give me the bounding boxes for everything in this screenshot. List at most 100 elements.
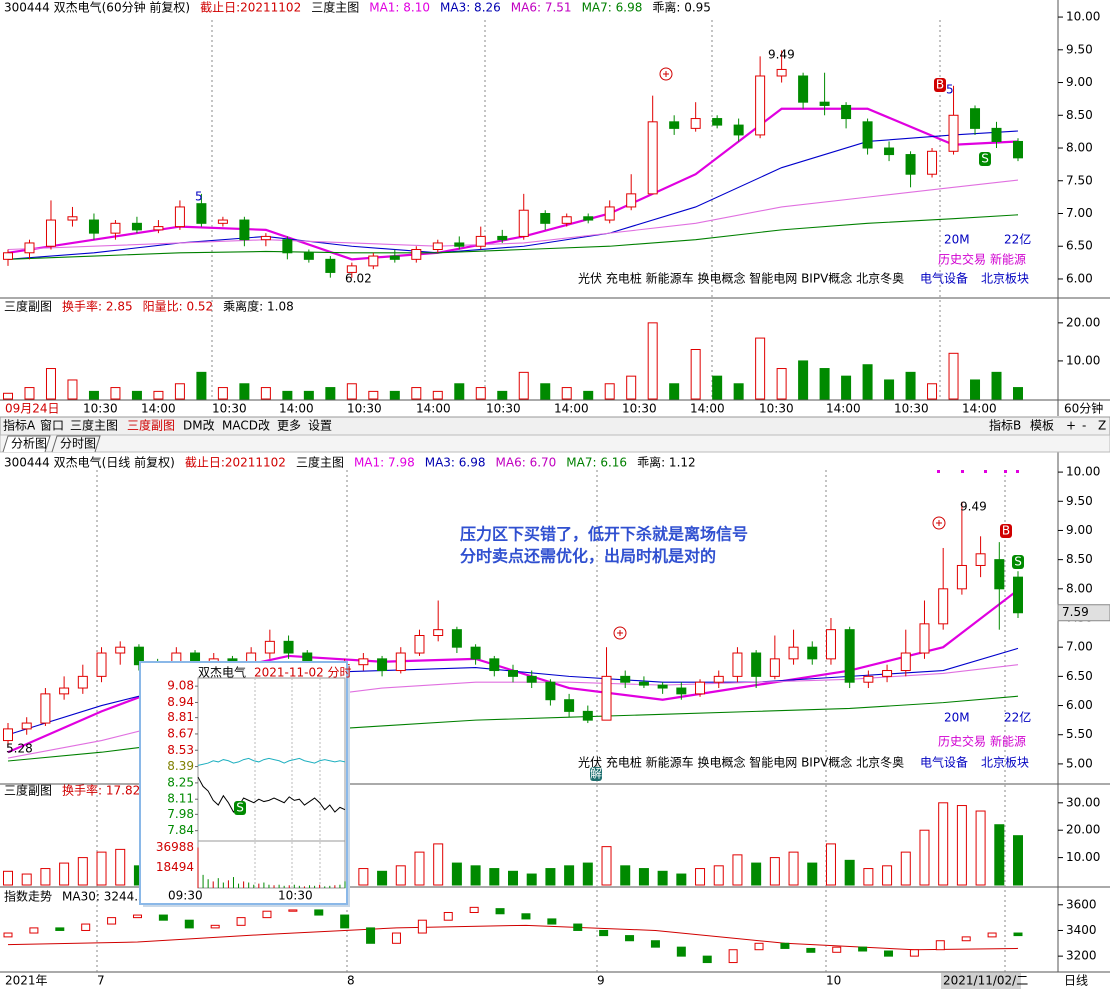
header-item: 三度副图 [4,299,52,314]
header-item: 换手率: 2.85 [62,299,133,314]
volume-bar [695,868,706,886]
volume-bar [432,390,443,400]
volume-bar [819,368,830,400]
dots [937,470,1019,473]
volume-bar [411,387,422,400]
concept-tag: 20M [944,233,970,247]
candle-body [414,635,425,654]
index-candle [236,917,246,926]
y-tick-label: 8.39 [167,759,194,773]
toolbar-button[interactable]: 窗口 [40,419,64,433]
volume-bar [260,387,271,400]
index-candle [547,918,557,925]
header-item: MA6: 7.51 [511,1,572,15]
candle-body [475,235,486,247]
y-tick-label: 7.00 [1066,206,1093,220]
candle-body [620,675,631,683]
x-tick-label: 9 [597,974,605,988]
index-candle [832,946,842,953]
volume-bar [601,846,612,886]
volume-bar [798,360,809,400]
toolbar-button[interactable]: MACD改 [222,419,270,433]
toolbar-button[interactable]: 三度副图 [127,418,175,433]
toolbar-button[interactable]: Z [1098,419,1106,433]
candle-body [497,235,508,241]
toolbar-button[interactable]: 模板 [1030,419,1054,433]
tab[interactable]: 分时图 [60,437,96,451]
header-item: MA6: 6.70 [496,456,557,470]
volume-bar [96,851,107,886]
index-candle [806,947,816,953]
index-candle [417,919,427,934]
toolbar-button[interactable]: 指标A [3,418,36,433]
tab[interactable]: 分析图 [11,437,47,451]
toolbar-button[interactable]: 三度主图 [70,418,118,433]
dot [937,470,940,473]
volume-bar [358,868,369,886]
volume-bar [948,352,959,400]
volume-bar [620,865,631,886]
volume-bar [454,383,465,400]
concept-tag: 历史交易 [938,734,986,749]
volume-bar [3,870,13,886]
volume-bar [497,390,508,400]
volume-bar [841,375,852,400]
header-item: 截止日:20211102 [200,1,301,15]
header-item: MA7: 6.98 [582,1,643,15]
volume-bar [669,383,680,400]
index-candle [909,949,919,957]
candle-body [454,242,465,247]
index-candle [184,919,194,929]
y-tick-label: 8.94 [167,695,194,709]
header-item: MA3: 6.98 [425,456,486,470]
candle-body [518,209,529,237]
volume-bar [196,371,207,400]
toolbar-button[interactable]: 设置 [308,419,332,433]
volume-bar [389,390,400,400]
concept-tag: 历史交易 [938,252,986,267]
y-tick-label: 7.84 [167,823,194,837]
x-tick-label: 10 [826,974,841,988]
candle-body [451,629,462,648]
x-tick-label: 10:30 [759,402,794,416]
volume-bar [647,322,658,400]
volume-bar [174,383,185,400]
candle-body [303,252,314,260]
x-tick-label: 2021年 [5,974,48,988]
header-item: MA1: 7.98 [354,456,415,470]
volume-bar [395,865,406,886]
toolbar-button[interactable]: - [1082,419,1086,433]
candle-body [508,670,518,677]
index-candle [884,950,894,957]
candle-body [712,118,723,126]
volume-bar [751,862,762,886]
candle-body [626,193,637,208]
concept-tag: 北京板块 [981,272,1029,286]
signal-badge [1012,555,1024,569]
index-ma [7,924,1019,951]
candle-body [358,658,369,666]
toolbar-button[interactable]: DM改 [183,419,215,433]
candle-body [819,101,830,106]
candle-body [346,265,357,273]
signal-badge [1000,524,1012,538]
annotation: 9.49 [960,500,987,514]
x-tick-label: 10:30 [347,402,382,416]
y-tick-label: 8.00 [1066,581,1093,595]
volume-bar [40,868,51,886]
concept-tag: 22亿 [1004,232,1031,247]
candle-body [264,640,275,654]
y-tick-label: 8.81 [167,710,194,724]
candle-body [807,646,818,660]
dot [984,470,987,473]
candle-body [115,646,126,654]
candle-body [133,646,144,666]
y-tick-label: 6.00 [1066,271,1093,285]
toolbar-button[interactable]: + [1066,419,1076,433]
volume-bar [1013,387,1023,400]
toolbar-button[interactable]: 指标B [989,418,1021,433]
toolbar-button[interactable]: 更多 [277,419,301,433]
annotation: 9.49 [768,48,795,62]
y-tick-label: 30.00 [1066,795,1100,809]
signal-label: B [936,78,944,92]
